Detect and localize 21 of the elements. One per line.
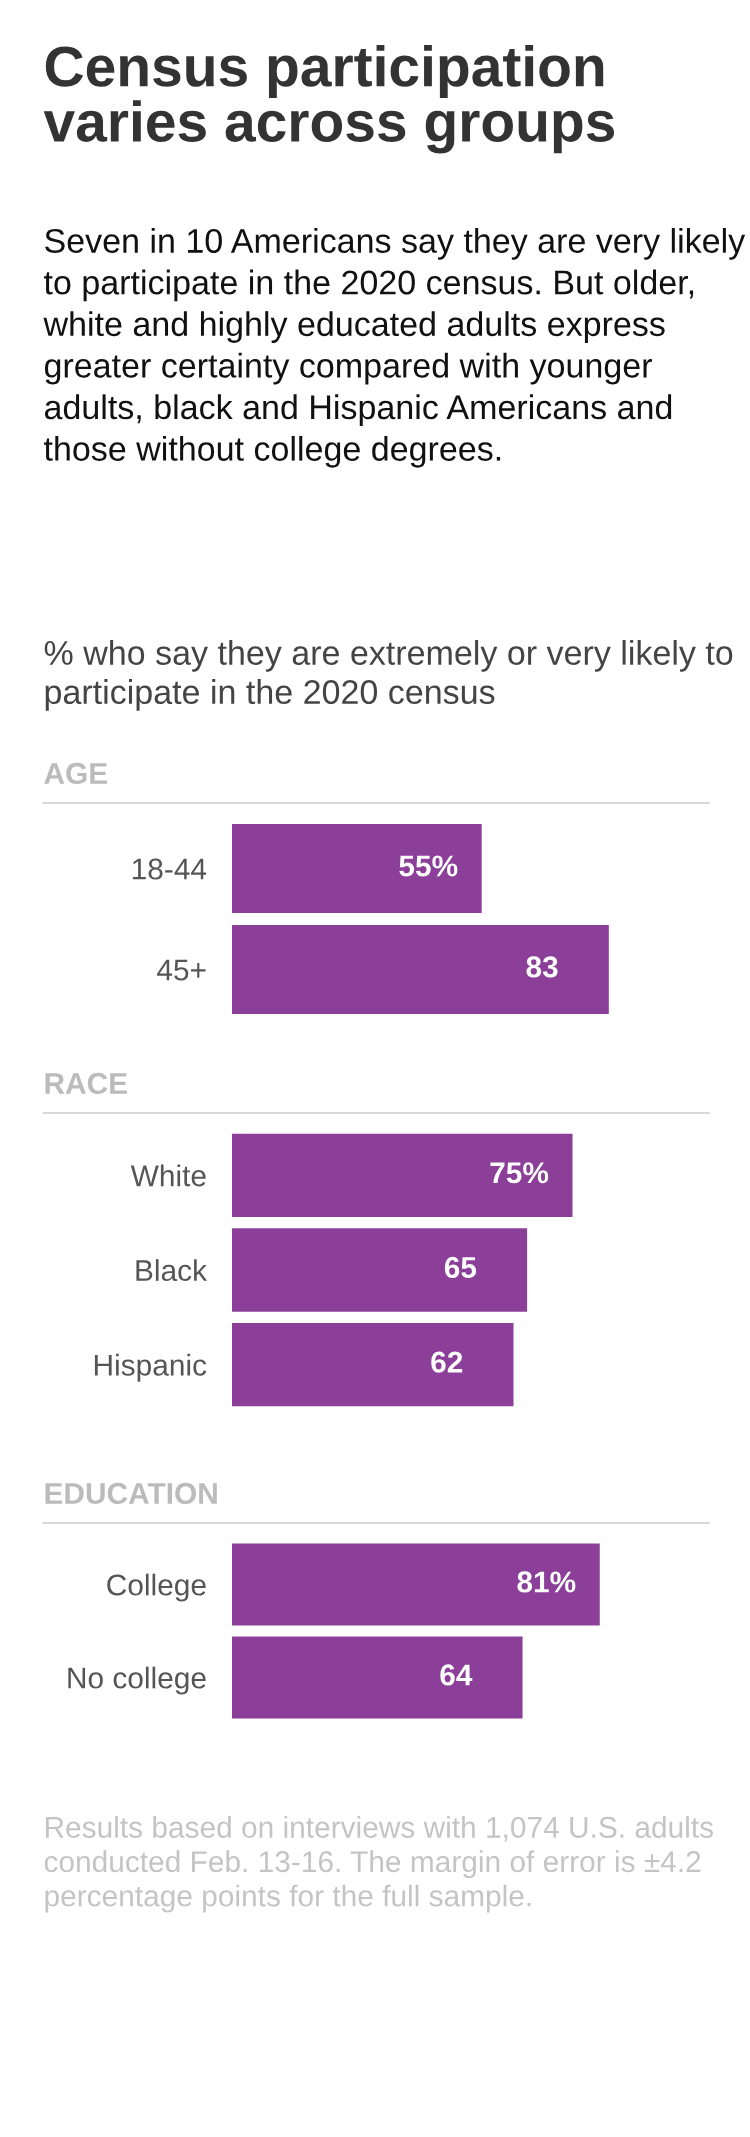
data-label: 75% <box>490 1162 549 1184</box>
y-tick-label: White <box>130 1164 206 1187</box>
data-label: 62 <box>431 1351 463 1373</box>
y-tick-label: Hispanic <box>94 1353 207 1382</box>
chart-title: EDUCATION <box>45 1482 217 1505</box>
chart-title: RACE <box>45 1072 127 1095</box>
y-tick-label: No college <box>68 1666 206 1695</box>
chart-title: AGE <box>44 762 108 785</box>
y-tick-label: Black <box>136 1259 208 1282</box>
data-label: 64 <box>440 1664 473 1686</box>
data-label: 65 <box>444 1256 477 1279</box>
y-tick-label: 45+ <box>157 959 206 981</box>
y-tick-label: 18-44 <box>132 858 207 880</box>
text: % who say they are extremely or very likely to participate in the 2020 census <box>44 640 733 711</box>
data-label: 81% <box>517 1571 576 1593</box>
data-label: 55% <box>399 855 458 877</box>
text: Seven in 10 Americans say they are very likely to participate in the 2020 census. But older, white and highly educated adults express greater certainty compared with younger adults, black and Hispanic Americans and those without college degrees. <box>43 228 746 468</box>
data-label: 83 <box>526 956 558 978</box>
text: Census participation varies across groups <box>43 45 615 154</box>
text: Results based on interviews with 1,074 U.S. adults conducted Feb. 13-16. The margin of error is ±4.2 percentage points for the full sample. <box>44 1816 713 1913</box>
y-tick-label: College <box>107 1573 206 1602</box>
